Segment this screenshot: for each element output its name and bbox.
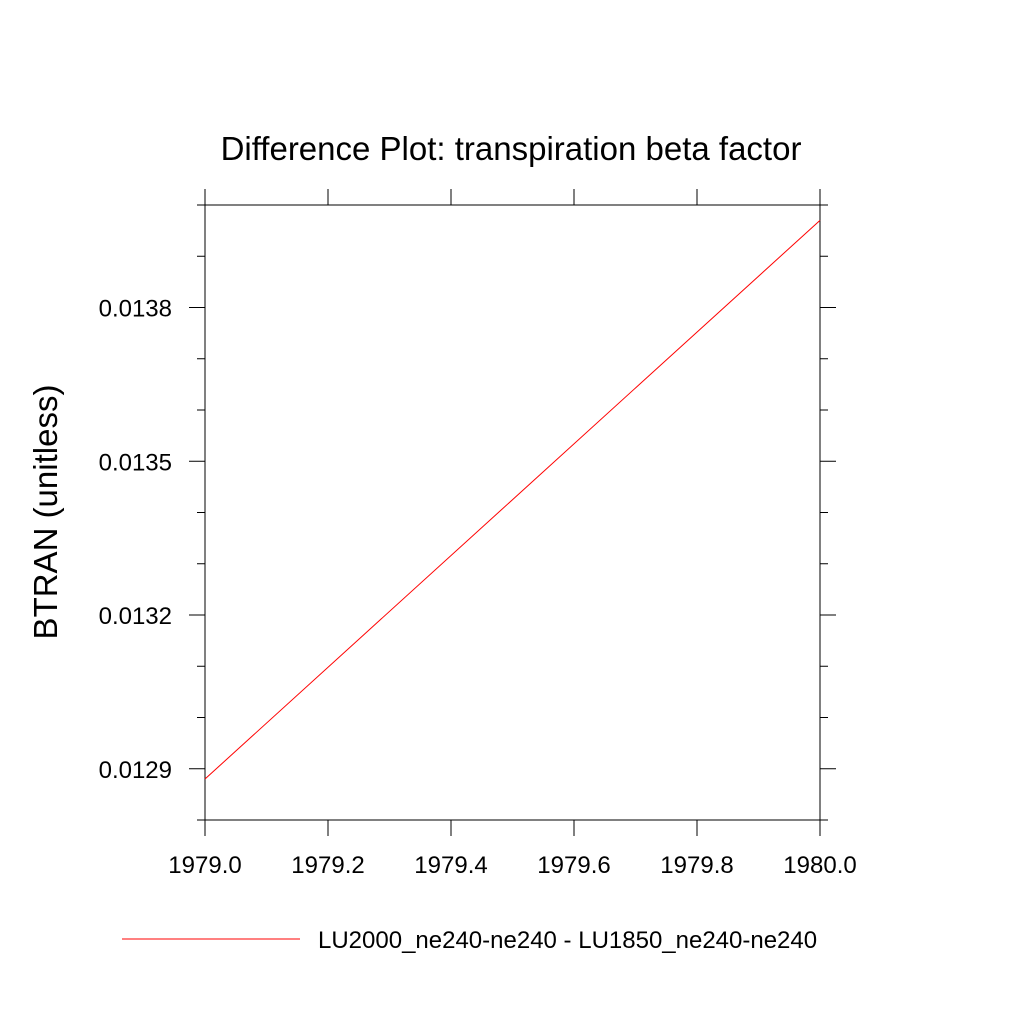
legend-label: LU2000_ne240-ne240 - LU1850_ne240-ne240 bbox=[318, 927, 817, 954]
x-tick-label: 1979.0 bbox=[168, 852, 241, 879]
x-tick-label: 1979.4 bbox=[414, 852, 487, 879]
x-tick-label: 1980.0 bbox=[783, 852, 856, 879]
x-tick-label: 1979.6 bbox=[537, 852, 610, 879]
y-tick-label: 0.0132 bbox=[99, 603, 172, 630]
y-axis-label: BTRAN (unitless) bbox=[27, 385, 64, 640]
x-tick-label: 1979.2 bbox=[291, 852, 364, 879]
plot-frame bbox=[204, 204, 821, 821]
y-tick-label: 0.0129 bbox=[99, 757, 172, 784]
x-tick-label: 1979.8 bbox=[660, 852, 733, 879]
y-tick-label: 0.0135 bbox=[99, 449, 172, 476]
y-tick-label: 0.0138 bbox=[99, 296, 172, 323]
series-layer bbox=[204, 220, 821, 780]
legend: LU2000_ne240-ne240 - LU1850_ne240-ne240 bbox=[122, 927, 817, 954]
axis-ticks bbox=[189, 189, 836, 836]
x-tick-labels: 1979.0 1979.2 1979.4 1979.6 1979.8 1980.0 bbox=[168, 852, 856, 879]
y-tick-labels: 0.0129 0.0132 0.0135 0.0138 bbox=[99, 296, 172, 784]
chart-title: Difference Plot: transpiration beta fact… bbox=[221, 130, 802, 167]
series-line bbox=[204, 220, 821, 780]
